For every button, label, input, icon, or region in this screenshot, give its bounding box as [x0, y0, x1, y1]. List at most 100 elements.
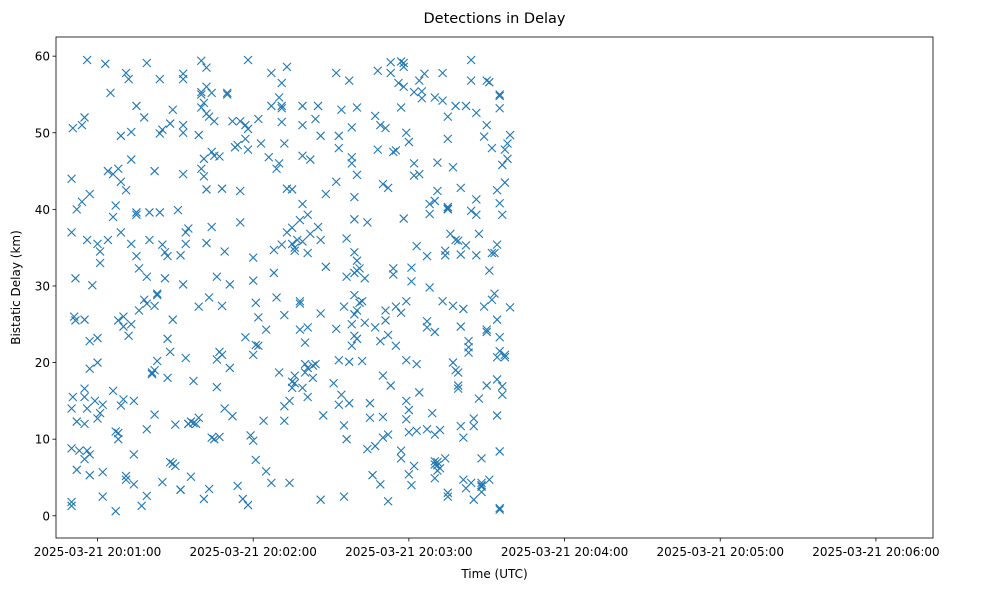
data-point — [448, 358, 458, 367]
data-point — [383, 330, 393, 340]
data-point — [466, 478, 476, 488]
data-point — [396, 57, 406, 66]
data-point — [253, 114, 263, 124]
data-point — [401, 128, 411, 138]
data-point — [80, 113, 89, 122]
data-point — [285, 396, 294, 406]
data-point — [482, 327, 492, 337]
data-point — [150, 410, 159, 420]
data-point — [453, 236, 463, 246]
data-point — [228, 116, 237, 126]
data-point — [388, 270, 398, 279]
data-point — [134, 263, 144, 273]
data-point — [93, 358, 102, 367]
data-point — [412, 359, 422, 369]
data-point — [331, 324, 341, 334]
data-point — [300, 338, 310, 348]
data-point — [298, 237, 307, 246]
data-point — [378, 179, 388, 189]
data-point — [199, 172, 209, 181]
data-point — [67, 497, 76, 507]
data-point — [253, 312, 263, 322]
data-point — [386, 57, 396, 67]
data-point — [241, 120, 250, 130]
data-point — [420, 69, 429, 79]
data-point — [71, 273, 80, 283]
y-tick-label: 40 — [35, 203, 50, 217]
data-point — [331, 68, 341, 78]
data-point — [456, 322, 466, 331]
data-point — [401, 396, 411, 406]
data-point — [355, 263, 364, 273]
data-point — [458, 433, 468, 443]
data-point — [207, 88, 217, 98]
data-point — [453, 384, 463, 394]
data-point — [196, 56, 206, 66]
data-point — [178, 280, 188, 289]
data-point — [375, 120, 385, 130]
data-point — [492, 352, 502, 362]
data-point — [344, 76, 354, 86]
data-point — [173, 205, 183, 215]
data-point — [243, 124, 253, 134]
data-point — [124, 331, 134, 341]
data-point — [248, 276, 258, 285]
data-point — [448, 301, 458, 311]
data-point — [95, 408, 105, 418]
data-point — [503, 154, 512, 164]
data-point — [150, 365, 159, 375]
data-point — [298, 383, 307, 393]
plot-frame — [55, 36, 934, 539]
data-point — [212, 272, 222, 282]
data-point — [404, 137, 414, 147]
data-point — [430, 196, 440, 206]
data-point — [360, 318, 370, 328]
data-point — [295, 325, 305, 335]
data-point — [316, 235, 326, 245]
data-point — [93, 333, 102, 343]
data-point — [168, 105, 178, 115]
data-point — [160, 273, 170, 283]
data-point — [142, 58, 152, 68]
data-point — [422, 316, 432, 326]
data-point — [178, 128, 188, 138]
data-point — [433, 158, 442, 168]
data-point — [186, 417, 196, 426]
data-point — [347, 319, 357, 329]
data-point — [334, 355, 344, 365]
data-point — [295, 299, 305, 308]
data-point — [433, 457, 442, 467]
data-point — [443, 134, 453, 144]
data-point — [425, 199, 435, 209]
data-point — [207, 147, 217, 157]
data-point — [438, 68, 447, 78]
data-point — [80, 392, 89, 402]
x-tick-label: 2025-03-21 20:05:00 — [657, 545, 784, 559]
data-point — [90, 396, 100, 406]
data-point — [352, 306, 362, 315]
data-point — [119, 394, 128, 404]
data-point — [150, 166, 159, 176]
data-point — [362, 217, 372, 227]
data-point — [67, 174, 76, 184]
data-point — [163, 334, 172, 344]
y-axis-label: Bistatic Delay (km) — [9, 230, 23, 345]
data-point — [383, 183, 393, 193]
data-point — [497, 210, 507, 220]
data-point — [163, 251, 172, 261]
x-tick-label: 2025-03-21 20:06:00 — [812, 545, 939, 559]
data-point — [303, 210, 313, 220]
data-point — [344, 357, 354, 367]
data-point — [259, 416, 268, 426]
data-point — [430, 457, 440, 466]
data-point — [396, 453, 406, 463]
data-point — [282, 62, 292, 72]
data-point — [399, 62, 409, 72]
data-point — [438, 296, 447, 306]
data-point — [349, 214, 359, 224]
data-point — [331, 177, 341, 187]
data-point — [132, 210, 141, 220]
data-point — [451, 235, 460, 245]
data-point — [150, 301, 159, 311]
data-point — [287, 383, 297, 393]
